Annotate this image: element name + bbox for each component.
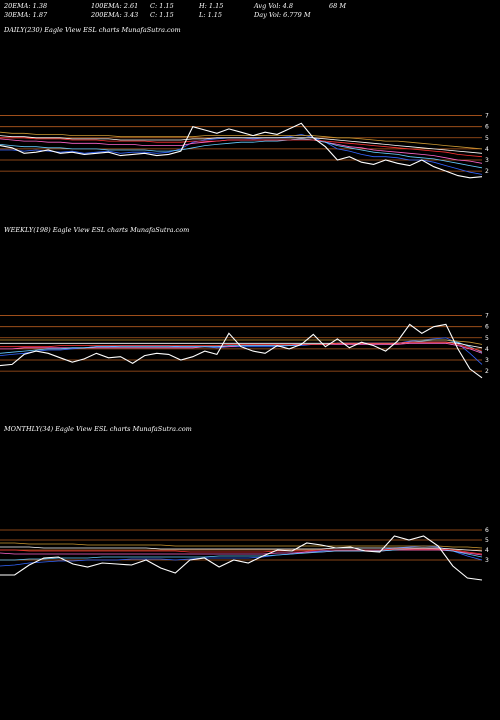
ema-line-5 bbox=[0, 339, 483, 345]
high-value: H: 1.15 bbox=[199, 2, 224, 10]
monthly-chart: 6 5 4 3 bbox=[0, 527, 489, 581]
y-tick-label: 3 bbox=[485, 157, 489, 164]
y-tick-label: 2 bbox=[485, 368, 489, 375]
ema-line-3 bbox=[0, 138, 483, 169]
monthly-panel-label: MONTHLY(34) Eagle View ESL charts Munafa… bbox=[4, 425, 192, 433]
ema-line-5 bbox=[0, 131, 483, 150]
weekly-chart: 7 6 5 4 3 2 bbox=[0, 313, 489, 379]
y-tick-label: 4 bbox=[485, 146, 489, 153]
price-line bbox=[0, 122, 483, 179]
ema-line-4 bbox=[0, 135, 483, 154]
ema-line-3 bbox=[0, 547, 483, 561]
ema-line-6 bbox=[0, 341, 483, 352]
y-tick-label: 3 bbox=[485, 357, 489, 364]
ema-line-2 bbox=[0, 549, 483, 556]
ema20-value: 20EMA: 1.38 bbox=[4, 2, 48, 10]
ema-line-5 bbox=[0, 542, 483, 549]
low-value: L: 1.15 bbox=[199, 11, 223, 19]
stats-row-1: 20EMA: 1.38 100EMA: 2.61 C: 1.15 H: 1.15… bbox=[4, 2, 496, 11]
avg-vol-unit: 68 M bbox=[329, 2, 346, 10]
close-value-2: C: 1.15 bbox=[150, 11, 174, 19]
daily-chart: 7 6 5 4 3 2 bbox=[0, 113, 489, 179]
y-tick-label: 3 bbox=[485, 557, 489, 564]
ema30-value: 30EMA: 1.87 bbox=[4, 11, 48, 19]
y-tick-label: 5 bbox=[485, 537, 489, 544]
y-tick-label: 4 bbox=[485, 547, 489, 554]
ema100-value: 100EMA: 2.61 bbox=[91, 2, 139, 10]
y-tick-label: 7 bbox=[485, 313, 489, 320]
day-vol-value: Day Vol: 6.779 M bbox=[254, 11, 311, 19]
y-tick-label: 4 bbox=[485, 346, 489, 353]
y-tick-label: 6 bbox=[485, 527, 489, 534]
close-value: C: 1.15 bbox=[150, 2, 174, 10]
weekly-panel-label: WEEKLY(198) Eagle View ESL charts Munafa… bbox=[4, 226, 190, 234]
stats-header: 20EMA: 1.38 100EMA: 2.61 C: 1.15 H: 1.15… bbox=[4, 2, 496, 20]
daily-panel-label: DAILY(230) Eagle View ESL charts MunafaS… bbox=[4, 26, 181, 34]
avg-vol-value: Avg Vol: 4.8 bbox=[254, 2, 294, 10]
y-tick-label: 5 bbox=[485, 135, 489, 142]
price-line bbox=[0, 535, 483, 581]
y-tick-label: 6 bbox=[485, 324, 489, 331]
ema-line-1 bbox=[0, 337, 483, 365]
ema-line-1 bbox=[0, 545, 483, 567]
stats-row-2: 30EMA: 1.87 200EMA: 3.43 C: 1.15 L: 1.15… bbox=[4, 11, 496, 20]
y-tick-label: 6 bbox=[485, 124, 489, 131]
ema-line-4 bbox=[0, 546, 483, 552]
price-line bbox=[0, 323, 483, 379]
ema-line-6 bbox=[0, 137, 483, 158]
y-tick-label: 2 bbox=[485, 168, 489, 175]
y-tick-label: 5 bbox=[485, 335, 489, 342]
ema200-value: 200EMA: 3.43 bbox=[91, 11, 139, 19]
y-tick-label: 7 bbox=[485, 113, 489, 120]
ema-line-6 bbox=[0, 548, 483, 555]
